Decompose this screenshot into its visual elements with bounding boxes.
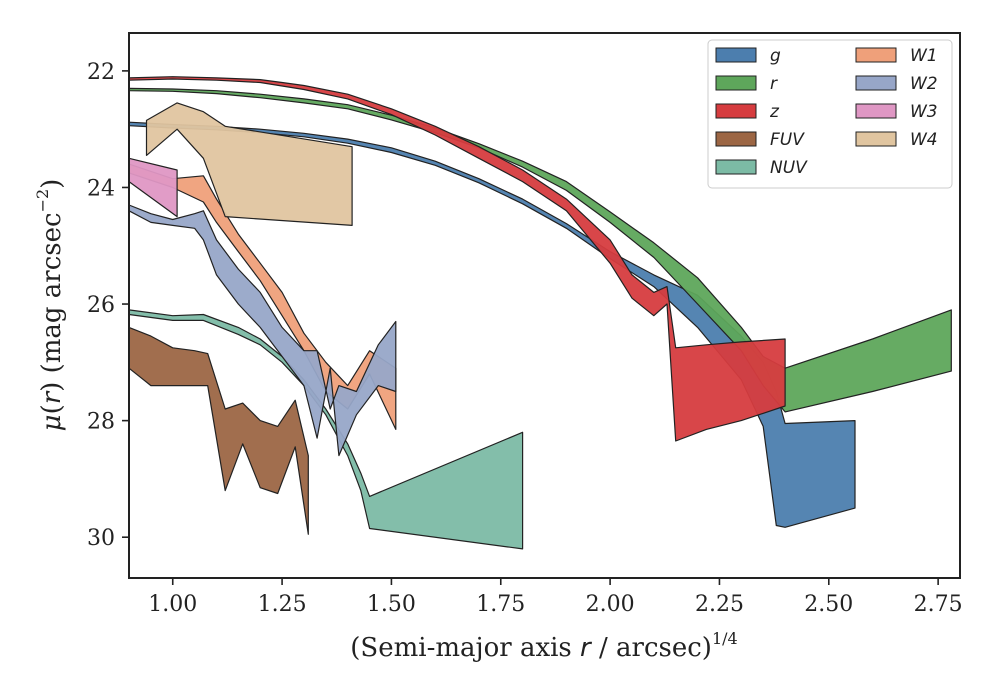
x-tick-label: 1.00 xyxy=(148,592,197,617)
legend-items: grz FUV NUV W1 W2 W3 W4 xyxy=(715,46,938,178)
band-layer xyxy=(128,76,952,550)
y-tick-label: 24 xyxy=(87,176,115,201)
legend-label-z: z xyxy=(769,102,780,122)
x-tick-label: 2.75 xyxy=(914,592,963,617)
x-tick-label: 1.50 xyxy=(367,592,416,617)
legend-label-w2: W2 xyxy=(910,74,938,94)
band-nuv xyxy=(128,309,524,550)
legend-swatch-z xyxy=(715,103,757,119)
legend-label-nuv: NUV xyxy=(770,158,808,178)
legend-label-w3: W3 xyxy=(910,102,938,122)
legend-label-w1: W1 xyxy=(910,46,938,66)
x-axis-label: (Semi-major axis r / arcsec)1/4 xyxy=(350,629,737,663)
legend-swatch-w3 xyxy=(855,103,897,119)
legend-swatch-w4 xyxy=(855,131,897,147)
legend-swatch-nuv xyxy=(715,159,757,175)
legend-swatch-r xyxy=(715,75,757,91)
y-tick-label: 28 xyxy=(87,410,115,435)
legend-swatch-g xyxy=(715,47,757,63)
legend-label-r: r xyxy=(770,74,778,94)
x-tick-label: 1.25 xyxy=(258,592,307,617)
legend-label-w4: W4 xyxy=(910,130,938,150)
legend-swatch-w1 xyxy=(855,47,897,63)
y-axis-label: μ(r) (mag arcsec−2) xyxy=(33,179,67,432)
band-w1 xyxy=(128,163,397,430)
legend-swatch-w2 xyxy=(855,75,897,91)
band-z xyxy=(128,76,786,442)
legend-swatch-fuv xyxy=(715,131,757,147)
x-axis: 1.00 1.25 1.50 1.75 2.00 2.25 2.50 2.75 xyxy=(148,578,963,617)
legend-label-g: g xyxy=(770,46,781,66)
x-tick-label: 2.25 xyxy=(695,592,744,617)
y-axis: 22 24 26 28 30 xyxy=(87,60,129,551)
y-tick-label: 22 xyxy=(87,60,115,85)
x-tick-label: 2.50 xyxy=(804,592,853,617)
plot-frame xyxy=(128,32,961,579)
band-w2 xyxy=(128,204,397,457)
legend-label-fuv: FUV xyxy=(770,130,805,150)
legend: grz FUV NUV W1 W2 W3 W4 xyxy=(707,39,953,189)
y-tick-label: 26 xyxy=(87,293,115,318)
band-g xyxy=(128,121,856,528)
x-tick-label: 2.00 xyxy=(586,592,635,617)
y-tick-label: 30 xyxy=(87,526,115,551)
band-w4 xyxy=(145,102,353,226)
band-fuv xyxy=(128,326,309,535)
x-tick-label: 1.75 xyxy=(476,592,525,617)
